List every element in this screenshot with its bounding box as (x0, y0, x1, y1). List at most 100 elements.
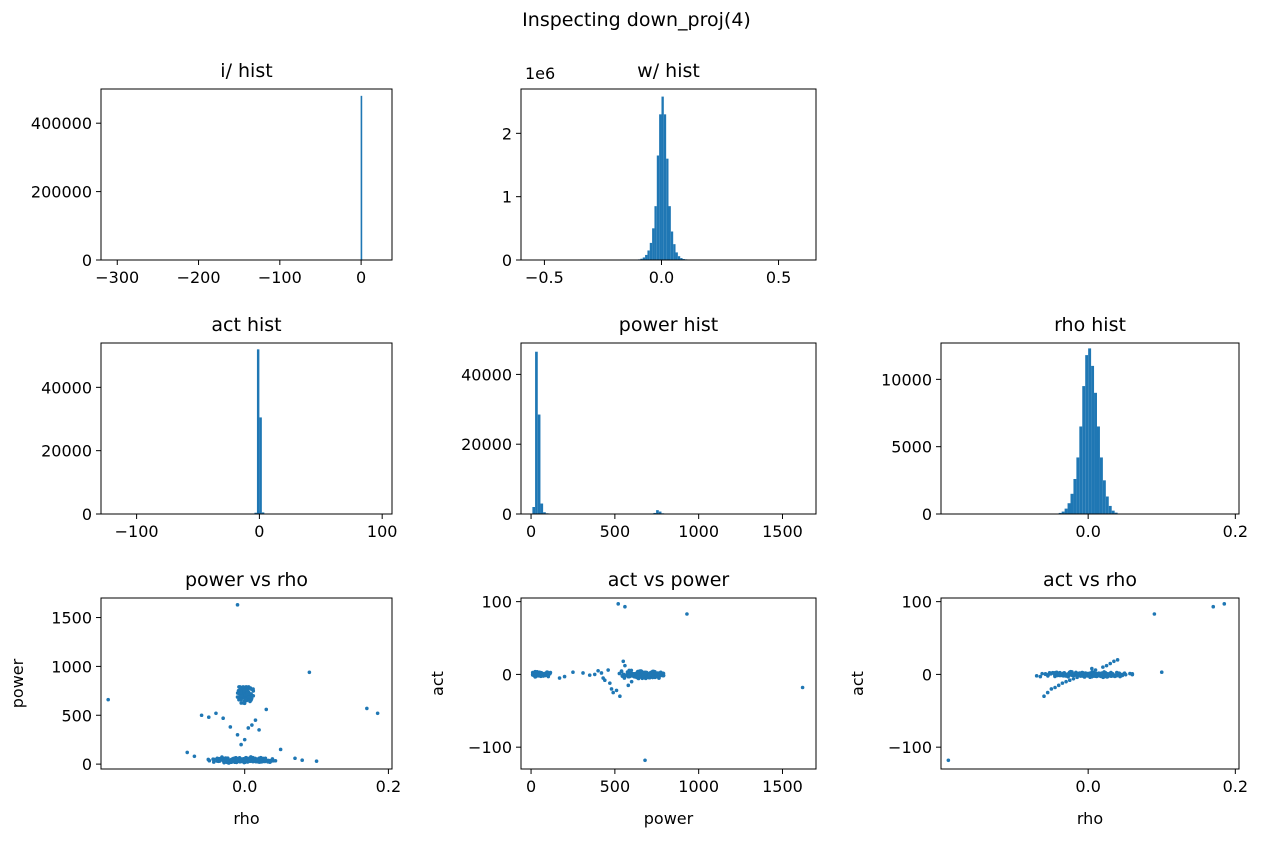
w-hist-ytick-label: 1 (502, 188, 512, 207)
act-vs-power-point (539, 672, 544, 676)
act-vs-power-point (659, 673, 663, 678)
rho-hist-ytick-label: 10000 (881, 370, 932, 389)
act-vs-power-point (618, 694, 622, 699)
act-vs-power-point (619, 669, 624, 673)
act-vs-rho-chart: 0.0 0.2 −100 0 100 act vs rho rho act (848, 569, 1248, 828)
i-hist-xtick-label: −100 (258, 268, 302, 287)
power-vs-rho-point (268, 760, 272, 765)
act-vs-power-point (614, 688, 619, 693)
act-vs-rho-point (1108, 661, 1113, 666)
power-vs-rho-title: power vs rho (185, 569, 308, 591)
w-hist-bar (661, 96, 664, 260)
act-hist-bar (254, 512, 257, 514)
power-hist-xtick-label: 1500 (762, 522, 803, 541)
act-vs-power-point (800, 685, 805, 690)
power-hist-chart: 0 500 1000 1500 0 20000 40000 power hist (461, 314, 817, 541)
act-vs-power-point (643, 758, 647, 763)
act-vs-power-point (635, 670, 640, 675)
power-vs-rho-point (251, 687, 255, 691)
act-vs-rho-point (1111, 672, 1115, 676)
w-hist-offset-text: 1e6 (525, 64, 555, 83)
w-hist-ytick-label: 0 (502, 251, 512, 270)
power-hist-bar (658, 511, 662, 514)
act-vs-rho-point (1048, 672, 1053, 676)
rho-hist-title: rho hist (1054, 314, 1126, 336)
act-vs-rho-point (1064, 679, 1068, 684)
power-hist-frame (520, 342, 817, 515)
power-vs-rho-point (314, 759, 319, 763)
power-hist-ytick-label: 0 (502, 505, 512, 524)
power-hist-bar (653, 512, 657, 514)
act-vs-rho-point (1075, 675, 1079, 680)
act-vs-power-marks (530, 602, 805, 763)
power-vs-rho-point (206, 715, 211, 720)
act-vs-power-point (649, 670, 654, 675)
act-vs-rho-point (1057, 672, 1061, 676)
act-vs-power-chart: 0 500 1000 1500 −100 0 100 act vs power power act (428, 569, 817, 828)
power-vs-rho-ytick-label: 1000 (51, 657, 92, 676)
w-hist-title: w/ hist (637, 60, 700, 82)
w-hist-bar (663, 114, 667, 260)
act-hist-ytick-label: 20000 (41, 442, 92, 461)
act-vs-power-point (641, 675, 646, 680)
power-vs-rho-point (257, 728, 261, 732)
rho-hist-ytick-label: 0 (922, 505, 932, 524)
power-hist-bar (543, 512, 546, 514)
act-vs-rho-point (1045, 690, 1050, 695)
act-vs-rho-title: act vs rho (1043, 569, 1137, 591)
act-vs-rho-point (1096, 672, 1101, 677)
act-hist-ytick-label: 0 (82, 505, 92, 524)
power-vs-rho-ytick-label: 1500 (51, 609, 92, 628)
act-vs-rho-point (1066, 673, 1070, 677)
rho-hist-bar (1061, 511, 1065, 514)
i-hist-chart: −300 −200 −100 0 0 200000 400000 i/ hist (31, 60, 393, 287)
act-vs-rho-point (1060, 681, 1065, 685)
power-vs-rho-point (226, 758, 230, 763)
act-vs-power-point (581, 671, 585, 675)
w-hist-frame (520, 88, 817, 261)
power-vs-rho-point (238, 686, 243, 690)
rho-hist-chart: 0.0 0.2 0 5000 10000 rho hist (881, 314, 1248, 541)
act-vs-rho-point (1093, 668, 1098, 672)
act-vs-rho-point (1071, 672, 1076, 677)
power-vs-rho-point (246, 726, 251, 730)
power-vs-rho-chart: 0.0 0.2 0 500 1000 1500 power vs rho rho power (8, 569, 401, 828)
power-vs-rho-point (307, 670, 312, 675)
power-vs-rho-point (237, 697, 241, 702)
rho-hist-bar (1088, 348, 1092, 514)
act-vs-rho-point (1067, 678, 1072, 683)
rho-hist-bar (1079, 426, 1083, 514)
act-vs-power-point (611, 690, 615, 695)
act-vs-rho-point (1062, 673, 1066, 678)
power-vs-rho-point (229, 758, 233, 762)
rho-hist-bar (1105, 496, 1109, 514)
w-hist-bar (649, 242, 653, 260)
power-vs-rho-point (220, 755, 224, 759)
power-vs-rho-ytick-label: 500 (61, 706, 92, 725)
rho-hist-bar (1082, 386, 1086, 514)
power-vs-rho-point (248, 699, 252, 704)
w-hist-bar (673, 244, 676, 260)
power-vs-rho-point (185, 750, 190, 755)
i-hist-ytick-label: 200000 (31, 183, 92, 202)
power-hist-xtick-label: 500 (600, 522, 631, 541)
power-vs-rho-point (264, 707, 269, 712)
rho-hist-bar (1064, 508, 1068, 514)
act-vs-rho-point (1122, 671, 1127, 676)
act-hist-ytick-label: 40000 (41, 378, 92, 397)
act-vs-rho-point (1115, 658, 1120, 662)
i-hist-title: i/ hist (220, 60, 272, 82)
figure-title: Inspecting down_proj(4) (522, 9, 751, 31)
act-vs-power-xtick-label: 1000 (678, 777, 719, 796)
act-vs-power-xtick-label: 1500 (762, 777, 803, 796)
act-vs-power-frame (520, 597, 817, 770)
rho-hist-bar (1111, 510, 1115, 514)
rho-hist-bar (1102, 480, 1106, 514)
rho-hist-bar (1085, 355, 1089, 514)
act-vs-power-point (623, 663, 627, 668)
act-vs-rho-point (1222, 602, 1227, 606)
power-vs-rho-point (228, 725, 233, 729)
power-vs-rho-point (235, 603, 240, 607)
w-hist-xtick-label: 0.0 (649, 268, 674, 287)
act-vs-rho-point (1042, 694, 1046, 699)
